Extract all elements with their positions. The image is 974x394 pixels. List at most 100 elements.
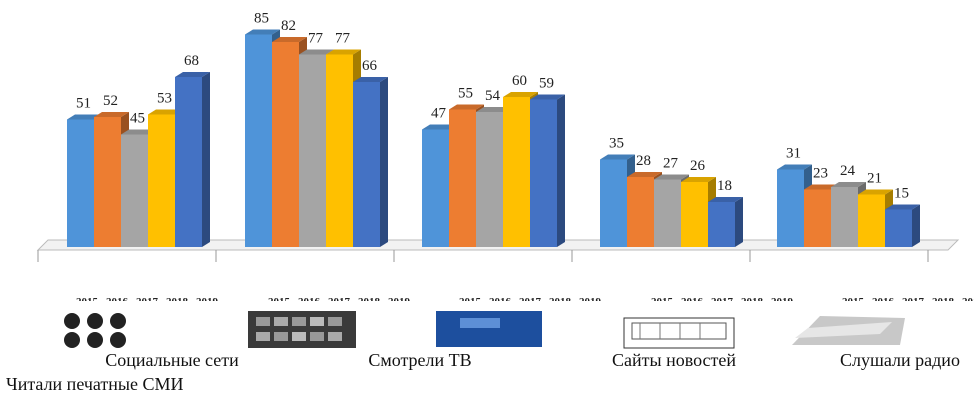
- bar-top: [777, 164, 812, 170]
- value-label: 66: [362, 58, 378, 74]
- bar-side: [735, 197, 743, 247]
- value-label: 53: [157, 91, 172, 107]
- legend-label: 2019: [196, 296, 219, 308]
- bar-top: [858, 189, 893, 195]
- bar-front: [326, 54, 353, 247]
- bar: [885, 204, 920, 247]
- legend-label: 2015: [268, 296, 291, 308]
- bar-front: [449, 109, 476, 247]
- legend-label: 2016: [106, 296, 129, 308]
- legend-label: 2016: [298, 296, 321, 308]
- legend-label: 2015: [842, 296, 865, 308]
- legend-label: 2018: [358, 296, 381, 308]
- bar-top: [353, 77, 388, 82]
- legend-label: 2017: [519, 296, 542, 308]
- legend-label: 2016: [681, 296, 704, 308]
- bar-top: [245, 29, 280, 35]
- bar-top: [272, 37, 307, 42]
- bar-top: [530, 94, 565, 100]
- category-label: Читали печатные СМИ: [6, 374, 184, 394]
- value-label: 54: [485, 88, 501, 104]
- bar-top: [627, 172, 662, 177]
- bar: [708, 197, 743, 247]
- legend-label: 2015: [76, 296, 99, 308]
- year-labels: 2015 2016 2017 2018 2019: [842, 296, 974, 308]
- bar-side: [557, 94, 565, 247]
- legend-label: 2018: [741, 296, 764, 308]
- bar: [353, 77, 388, 247]
- press-icon: [792, 316, 905, 345]
- bar-front: [681, 182, 708, 247]
- bar-front: [148, 114, 175, 247]
- bar-top: [503, 92, 538, 97]
- bar-front: [245, 34, 272, 247]
- legend-label: 2017: [902, 296, 925, 308]
- value-label: 24: [840, 163, 856, 179]
- value-label: 60: [512, 73, 527, 89]
- value-label: 77: [308, 31, 324, 47]
- tv-icon: [248, 311, 356, 348]
- bar-front: [175, 77, 202, 247]
- value-label: 59: [539, 76, 554, 92]
- year-labels: 2015 2016 2017 2018 2019: [459, 296, 602, 308]
- bar-front: [777, 169, 804, 247]
- value-label: 21: [867, 171, 882, 187]
- bar-top: [831, 182, 866, 187]
- legend-label: 2017: [136, 296, 159, 308]
- bar-top: [299, 49, 334, 55]
- legend-label: 2018: [932, 296, 955, 308]
- bar-top: [67, 114, 102, 120]
- social-icons: [64, 313, 126, 348]
- legend-label: 2016: [872, 296, 895, 308]
- bar-top: [885, 204, 920, 210]
- bar-front: [299, 54, 326, 247]
- legend-label: 2019: [388, 296, 411, 308]
- value-label: 35: [609, 136, 624, 152]
- value-label: 27: [663, 156, 679, 172]
- bar-front: [422, 129, 449, 247]
- bar-front: [804, 189, 831, 247]
- value-label: 52: [103, 93, 118, 109]
- legend-label: 2019: [962, 296, 974, 308]
- bar-top: [175, 72, 210, 77]
- bar-top: [681, 177, 716, 182]
- legend-label: 2016: [489, 296, 512, 308]
- bar-front: [272, 42, 299, 247]
- bar-top: [422, 124, 457, 130]
- year-labels: 2015 2016 2017 2018 2019: [268, 296, 411, 308]
- bar-front: [654, 179, 681, 247]
- bar-front: [858, 194, 885, 247]
- legend-label: 2017: [711, 296, 734, 308]
- bar-front: [503, 97, 530, 247]
- value-label: 28: [636, 153, 651, 169]
- legend-label: 2017: [328, 296, 351, 308]
- value-label: 26: [690, 158, 706, 174]
- bar-front: [600, 159, 627, 247]
- bar-front: [94, 117, 121, 247]
- legend-label: 2019: [579, 296, 602, 308]
- news-icon: [436, 311, 542, 347]
- bar-front: [885, 209, 912, 247]
- value-label: 51: [76, 96, 91, 112]
- value-label: 82: [281, 18, 296, 34]
- bar: [175, 72, 210, 247]
- value-label: 18: [717, 178, 732, 194]
- bar-front: [476, 112, 503, 247]
- category-label: Сайты новостей: [612, 350, 736, 370]
- value-label: 68: [184, 53, 199, 69]
- bar-top: [708, 197, 743, 202]
- legend-label: 2015: [651, 296, 674, 308]
- value-label: 85: [254, 11, 269, 27]
- value-label: 23: [813, 166, 828, 182]
- bar-front: [708, 202, 735, 247]
- bar-top: [476, 107, 511, 112]
- bar-front: [530, 99, 557, 247]
- bar-top: [654, 174, 689, 180]
- category-label: Слушали радио: [840, 350, 960, 370]
- bar-top: [94, 112, 129, 117]
- legend-label: 2018: [549, 296, 572, 308]
- radio-icon: [623, 317, 735, 349]
- value-label: 15: [894, 186, 909, 202]
- bar-top: [148, 109, 183, 115]
